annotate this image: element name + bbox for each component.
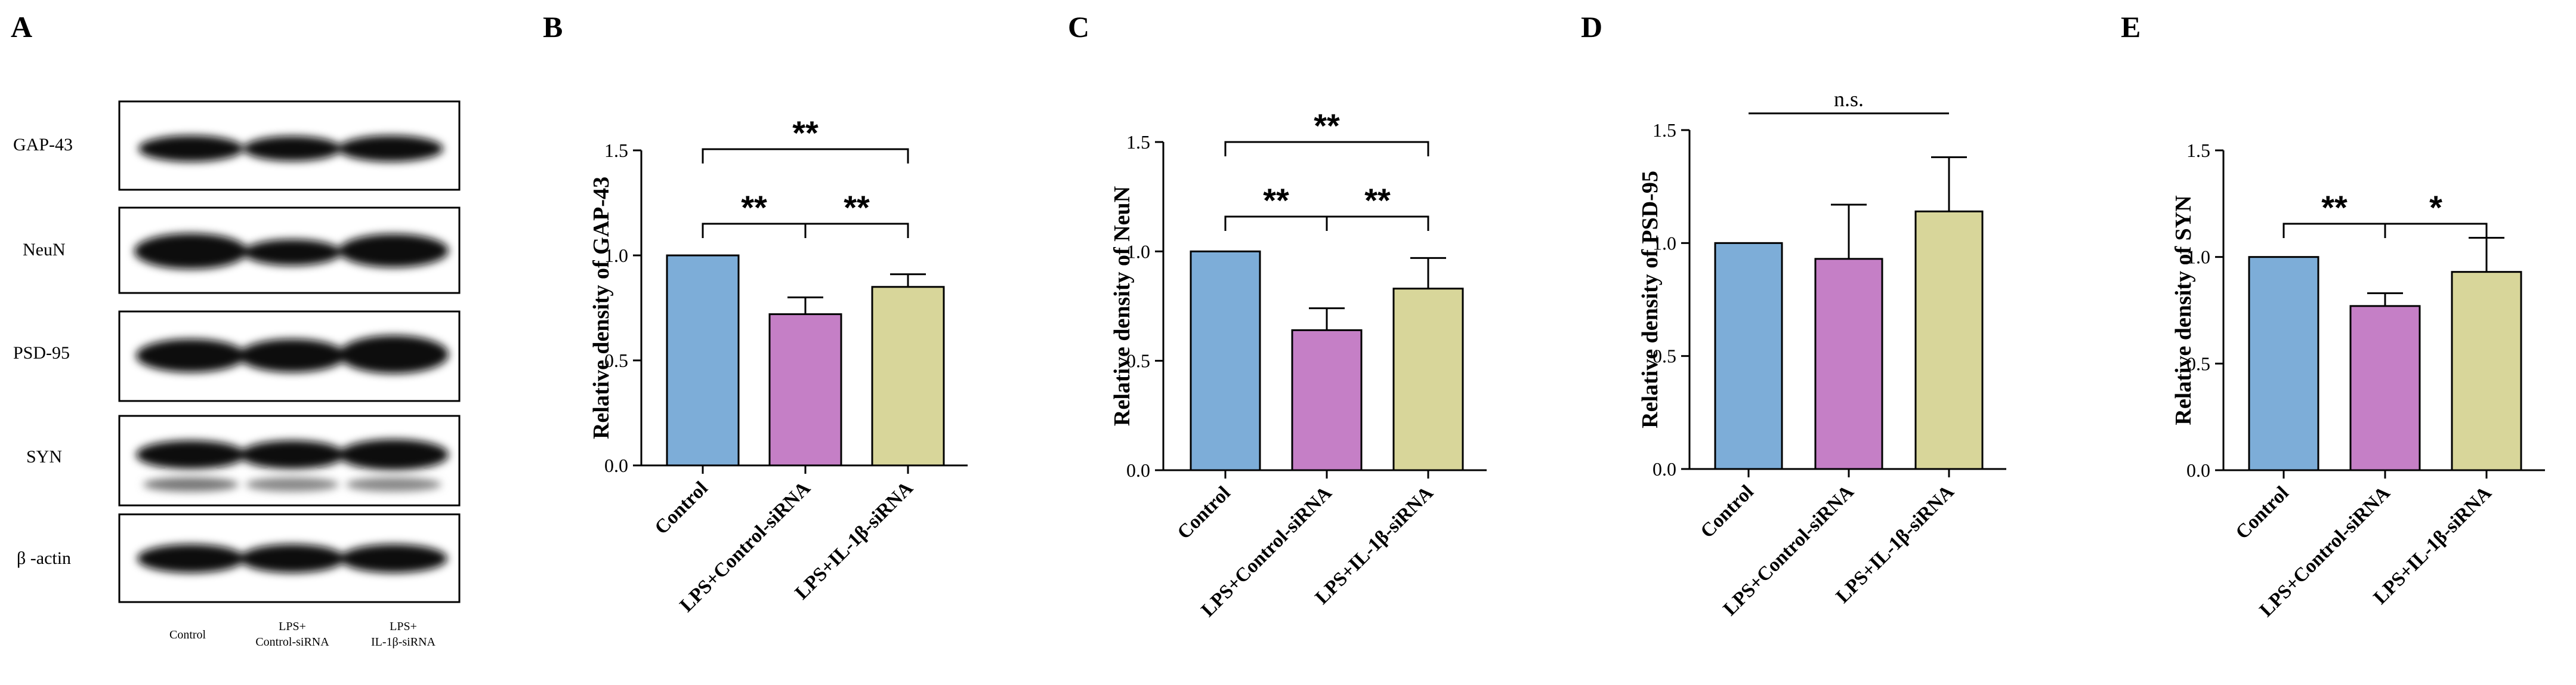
panel-letter-d: D bbox=[1581, 10, 1602, 44]
bar-lps-control-sirna bbox=[2349, 305, 2421, 471]
significance-label: ** bbox=[741, 189, 767, 226]
significance-label: ** bbox=[1314, 107, 1340, 144]
bar-control bbox=[666, 254, 740, 467]
bar-lps-il-1-sirna bbox=[1914, 210, 1984, 470]
y-axis-title: Relative density of GAP-43 bbox=[589, 177, 614, 439]
bar-lps-il-1-sirna bbox=[871, 286, 945, 467]
lane-label-2-line1: LPS+ bbox=[279, 620, 306, 633]
y-axis-title: Relative density of NeuN bbox=[1110, 186, 1135, 426]
chart-panel-d: 0.0 0.5 1.0 1.5 Relative density of PSD-95 Co… bbox=[1638, 87, 2006, 620]
significance-bracket bbox=[1326, 215, 1429, 231]
blot-label-psd95: PSD-95 bbox=[13, 343, 70, 363]
y-axis-title: Relative density of PSD-95 bbox=[1638, 171, 1663, 428]
bar-charts: 0.0 0.5 1.0 1.5 Relative density of GAP-43 Co… bbox=[589, 87, 2545, 621]
y-tick-label: 1.0 bbox=[2186, 246, 2210, 268]
blot-label-syn: SYN bbox=[26, 447, 62, 467]
lane-label-3-line2: IL-1β-siRNA bbox=[371, 635, 435, 649]
lane-label-2-line2: Control-siRNA bbox=[255, 635, 329, 649]
significance-bracket bbox=[702, 148, 909, 163]
bar-lps-il-1-sirna bbox=[2451, 271, 2522, 471]
bands-neun bbox=[134, 233, 449, 269]
western-blot: GAP-43 NeuN PSD-95 SYN bbox=[13, 100, 461, 649]
significance-label: ** bbox=[844, 189, 870, 226]
chart-panel-c: 0.0 0.5 1.0 1.5 Relative density of NeuN Cont… bbox=[1110, 107, 1487, 621]
significance-label: ** bbox=[1263, 181, 1289, 219]
y-tick-label: 1.0 bbox=[1653, 232, 1676, 254]
chart-panel-b: 0.0 0.5 1.0 1.5 Relative density of GAP-43 Co… bbox=[589, 114, 968, 616]
significance-label: ** bbox=[2321, 189, 2348, 226]
y-tick-label: 0.0 bbox=[604, 455, 628, 476]
bar-lps-control-sirna bbox=[768, 313, 842, 467]
bands-actin bbox=[137, 544, 447, 573]
lane-label-control: Control bbox=[169, 628, 206, 641]
panel-letter-c: C bbox=[1068, 10, 1089, 44]
y-tick-label: 1.5 bbox=[604, 140, 628, 161]
panel-letter-b: B bbox=[543, 10, 563, 44]
category-label: Control bbox=[1697, 481, 1758, 542]
y-tick-label: 0.5 bbox=[2186, 353, 2210, 374]
significance-bracket bbox=[2384, 223, 2488, 238]
bands-psd95 bbox=[136, 335, 449, 374]
panel-letter-e: E bbox=[2121, 10, 2141, 44]
chart-panel-e: 0.0 0.5 1.0 1.5 Relative density of SYN Contr… bbox=[2171, 140, 2545, 621]
significance-bracket bbox=[804, 223, 909, 238]
blot-label-gap43: GAP-43 bbox=[13, 135, 73, 155]
significance-label: ** bbox=[792, 114, 818, 152]
y-tick-label: 0.5 bbox=[1126, 350, 1150, 372]
panel-letter-a: A bbox=[11, 10, 32, 44]
bar-control bbox=[1714, 242, 1783, 470]
y-tick-label: 1.0 bbox=[604, 245, 628, 266]
y-tick-label: 0.0 bbox=[1653, 458, 1676, 480]
y-axis-title: Relative density of SYN bbox=[2171, 195, 2196, 425]
bar-control bbox=[2248, 256, 2319, 471]
y-tick-label: 0.0 bbox=[2186, 459, 2210, 481]
blot-label-actin: β -actin bbox=[17, 548, 71, 568]
y-tick-label: 0.5 bbox=[604, 350, 628, 371]
category-label: Control bbox=[1173, 482, 1235, 544]
significance-label: * bbox=[2429, 189, 2442, 226]
blot-label-neun: NeuN bbox=[23, 240, 66, 260]
bands-syn bbox=[136, 439, 449, 492]
bar-lps-il-1-sirna bbox=[1392, 288, 1464, 471]
y-tick-label: 0.0 bbox=[1126, 459, 1150, 481]
bar-lps-control-sirna bbox=[1814, 258, 1883, 470]
bar-control bbox=[1190, 250, 1261, 471]
significance-label: n.s. bbox=[1834, 87, 1864, 111]
y-tick-label: 1.5 bbox=[2186, 140, 2210, 161]
significance-bracket bbox=[1224, 141, 1429, 156]
y-tick-label: 0.5 bbox=[1653, 345, 1676, 367]
bar-lps-control-sirna bbox=[1291, 329, 1363, 471]
y-tick-label: 1.5 bbox=[1126, 131, 1150, 153]
y-tick-label: 1.5 bbox=[1653, 119, 1676, 141]
category-label: Control bbox=[651, 477, 712, 539]
bands-gap43 bbox=[138, 135, 443, 162]
y-tick-label: 1.0 bbox=[1126, 240, 1150, 262]
significance-label: ** bbox=[1364, 181, 1391, 219]
lane-label-3-line1: LPS+ bbox=[390, 620, 417, 633]
category-label: Control bbox=[2232, 482, 2293, 544]
